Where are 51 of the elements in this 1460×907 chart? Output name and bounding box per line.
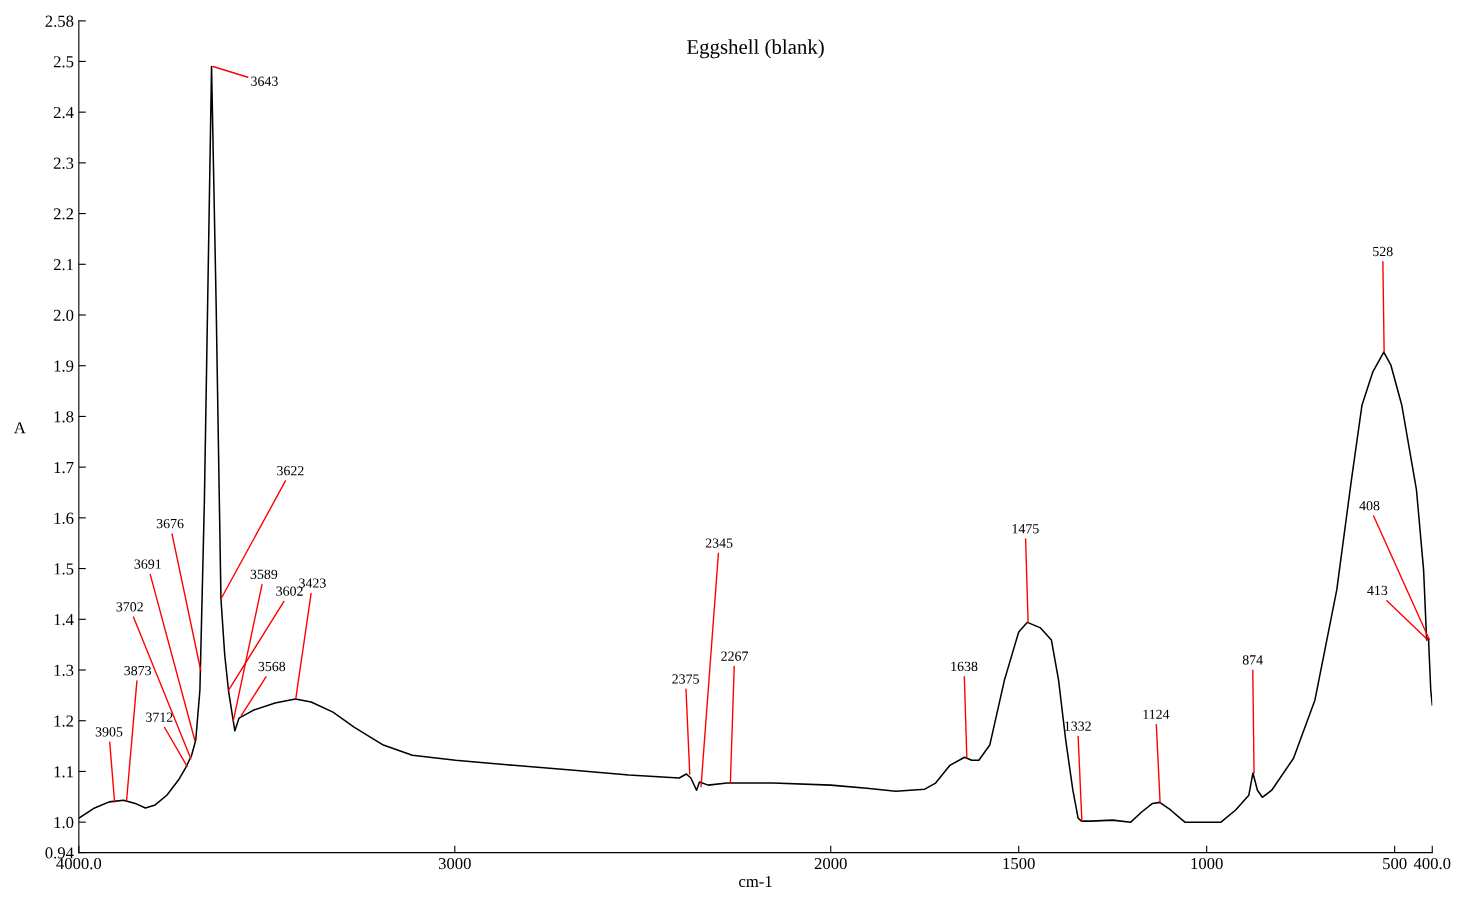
- annotation: 874: [1242, 655, 1263, 665]
- annotation: 3622: [277, 466, 304, 476]
- text: Eggshell (blank): [687, 39, 824, 59]
- annotation: 1638: [951, 661, 978, 672]
- y-tick-label: 2.3: [53, 157, 74, 169]
- x-tick-label: 1500: [1003, 857, 1035, 870]
- y-axis-title: A: [13, 422, 26, 434]
- annotation: 528: [1373, 246, 1393, 257]
- y-tick-label: 1.9: [54, 360, 74, 372]
- annotation: 3568: [258, 661, 286, 672]
- y-tick-label: 2.2: [53, 208, 74, 220]
- annotation: 3589: [250, 569, 278, 580]
- x-axis-title: cm-1: [739, 875, 772, 888]
- annotation: 3905: [95, 727, 123, 737]
- x-tick-label: 3000: [438, 857, 471, 870]
- annotation: 1124: [1143, 709, 1170, 719]
- annotation: 3643: [251, 76, 278, 86]
- x-tick-label: 4000.0: [56, 857, 102, 870]
- y-tick-label: 1.7: [54, 461, 74, 474]
- y-tick-label: 1.2: [54, 715, 74, 727]
- x-tick-label: 2000: [814, 857, 847, 870]
- annotation: 1475: [1012, 524, 1039, 534]
- y-tick-label: 1.5: [54, 563, 74, 575]
- y-tick-label: 2.1: [53, 259, 73, 271]
- x-tick-label: 1000: [1191, 857, 1223, 870]
- annotation: 2267: [721, 651, 749, 661]
- annotation: 3702: [116, 602, 143, 612]
- annotation: 3873: [124, 665, 152, 676]
- annotation: 408: [1359, 501, 1380, 511]
- annotation: 1332: [1065, 721, 1091, 731]
- annotation: 2345: [705, 538, 733, 548]
- y-tick-label: 2.4: [53, 106, 74, 119]
- annotation: 2375: [672, 674, 699, 684]
- y-tick-label: 1.3: [54, 664, 74, 677]
- annotation: 3602: [276, 586, 303, 596]
- annotation: 413: [1367, 585, 1388, 596]
- y-tick-label: 1.4: [54, 614, 74, 626]
- y-tick-label: 2.0: [53, 309, 74, 322]
- y-tick-label: 2.58: [45, 15, 74, 27]
- annotation: 3676: [156, 518, 184, 529]
- y-tick-label: 1.0: [54, 816, 74, 829]
- y-tick-label: 0.94: [45, 847, 74, 859]
- y-tick-label: 2.5: [53, 56, 74, 68]
- y-tick-label: 1.1: [54, 766, 73, 778]
- x-tick-label: 400.0: [1413, 857, 1451, 870]
- y-tick-label: 1.6: [54, 512, 74, 524]
- annotation: 3423: [299, 578, 326, 588]
- annotation: 3691: [134, 559, 161, 569]
- x-tick-label: 500: [1383, 857, 1407, 870]
- annotation: 3712: [146, 712, 173, 722]
- y-tick-label: 1.8: [54, 411, 74, 423]
